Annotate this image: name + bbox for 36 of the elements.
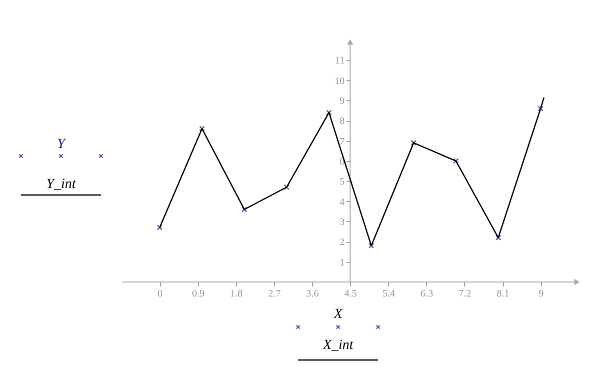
x-tick-label: 8.1 [496, 288, 510, 300]
point [495, 234, 502, 241]
y-tick-label: 2 [340, 237, 345, 248]
y-tick-label: 10 [334, 76, 345, 87]
line-series [159, 96, 545, 246]
x-tick-label: 3.6 [306, 288, 319, 300]
point [284, 184, 290, 190]
x-tick-label: 7.2 [458, 288, 472, 300]
y-tick-label: 8 [340, 116, 345, 128]
x-tick-label: 6.3 [420, 288, 434, 300]
y-tick-label: 7 [340, 136, 345, 148]
y-tick-label: 5 [340, 176, 345, 188]
x-tick-label: 9 [538, 288, 544, 300]
text: Y [57, 137, 68, 152]
x-axis-title: X [332, 307, 343, 322]
point [538, 106, 544, 112]
point [410, 140, 417, 146]
y-tick-label: 1 [340, 257, 345, 268]
point [326, 110, 332, 116]
text: Y_int [46, 177, 77, 192]
x-tick-label: 4.5 [344, 288, 357, 300]
x-tick-label: 0.9 [192, 288, 205, 300]
x-tick-label: 1.8 [230, 288, 243, 300]
point [241, 206, 248, 212]
x-tick-label: 5.4 [382, 288, 395, 300]
x-tick-label: 0 [158, 288, 163, 300]
y-tick-label: 11 [334, 56, 345, 67]
y-tick-label: 4 [340, 196, 345, 208]
point [156, 224, 163, 230]
text: X_int [322, 338, 354, 353]
y-tick-label: 9 [340, 96, 345, 107]
x-tick-label: 2.7 [268, 288, 281, 300]
point [199, 126, 205, 132]
y-tick-label: 3 [340, 216, 345, 228]
point [368, 242, 374, 249]
point [453, 158, 459, 164]
